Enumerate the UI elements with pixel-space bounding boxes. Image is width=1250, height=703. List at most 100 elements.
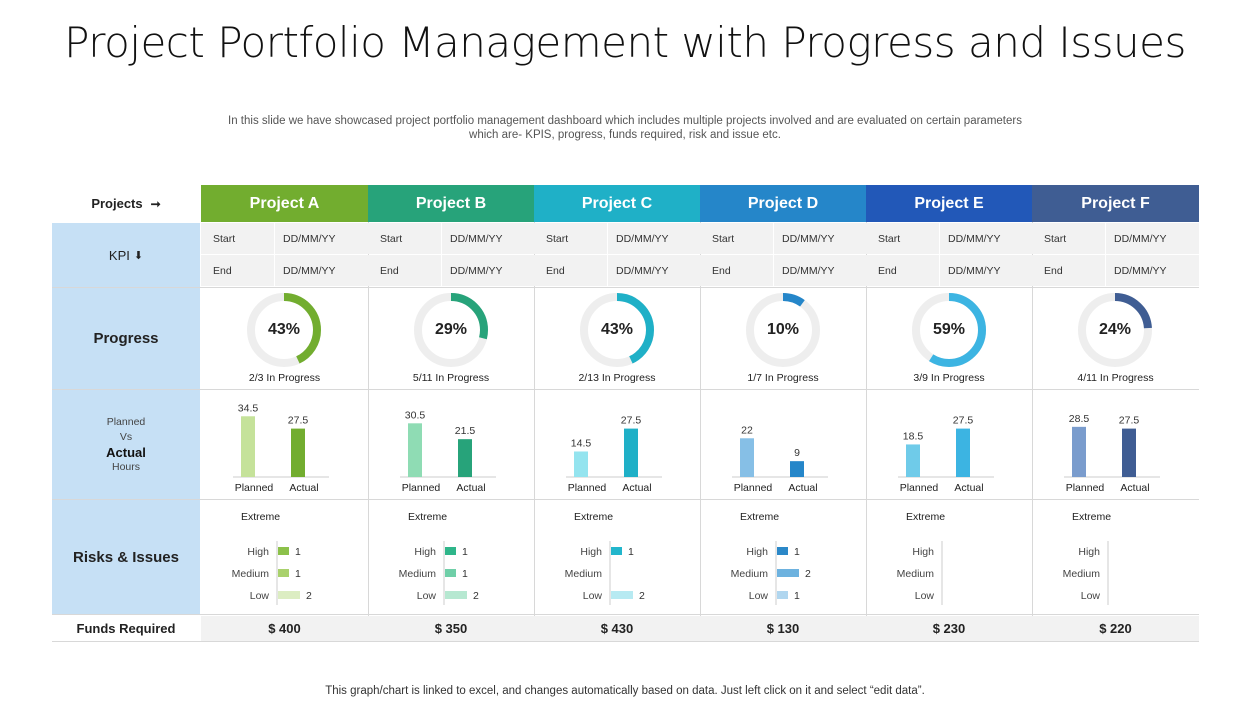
planned-actual-svg: 14.5 Planned 27.5 Actual <box>566 415 662 494</box>
risk-low-label: Low <box>749 590 769 602</box>
kpi-end-label: End <box>213 265 232 277</box>
progress-donut: 59% 3/9 In Progress <box>866 289 1032 389</box>
risk-medium-label: Medium <box>731 568 769 580</box>
planned-actual-svg: 28.5 Planned 27.5 Actual <box>1064 413 1160 494</box>
risk-high-label: High <box>247 546 269 558</box>
planned-axis-label: Planned <box>1066 482 1105 494</box>
progress-percent: 43% <box>600 321 634 338</box>
planned-value-label: 22 <box>741 424 753 436</box>
donut-progress-arc <box>746 293 820 367</box>
planned-bar <box>574 451 588 477</box>
progress-percent: 10% <box>766 321 800 338</box>
planned-vs-actual-row-label: Planned Vs Actual Hours <box>52 390 200 499</box>
column-divider <box>700 222 701 641</box>
kpi-end-date: DD/MM/YY <box>948 265 1001 277</box>
risk-low-label: Low <box>1081 590 1101 602</box>
donut-progress-arc <box>247 293 321 367</box>
kpi-start-date: DD/MM/YY <box>616 233 669 245</box>
progress-status: 2/13 In Progress <box>578 372 656 384</box>
funds-row-label: Funds Required <box>52 615 200 641</box>
risk-medium-label: Medium <box>565 568 603 580</box>
kpi-start-date: DD/MM/YY <box>450 233 503 245</box>
actual-axis-label: Actual <box>456 482 485 494</box>
risk-medium-label: Medium <box>897 568 935 580</box>
actual-value-label: 27.5 <box>1119 415 1140 427</box>
arrow-right-icon: ➞ <box>150 196 161 211</box>
risk-medium-bar <box>278 569 289 577</box>
actual-value-label: 27.5 <box>621 415 642 427</box>
risk-high-value: 1 <box>628 546 634 558</box>
risks-chart: Extreme High Medium Low <box>1032 501 1198 613</box>
planned-bar <box>906 444 920 477</box>
row-divider <box>52 641 1199 642</box>
kpi-cell-divider <box>1105 255 1106 286</box>
project-column: Project E Start DD/MM/YY End DD/MM/YY 59% 3/9 … <box>866 185 1033 641</box>
actual-axis-label: Actual <box>788 482 817 494</box>
actual-axis-label: Actual <box>1120 482 1149 494</box>
projects-row-label: Projects ➞ <box>52 185 200 222</box>
footnote: This graph/chart is linked to excel, and… <box>325 685 925 697</box>
kpi-end-label: End <box>878 265 897 277</box>
risk-low-bar <box>611 591 633 599</box>
risk-medium-value: 1 <box>295 568 301 580</box>
risk-extreme-label: Extreme <box>740 511 780 523</box>
funds-required-value: $ 230 <box>866 616 1032 641</box>
risk-extreme-label: Extreme <box>1072 511 1112 523</box>
row-divider <box>52 614 1199 615</box>
actual-label-text: Actual <box>106 444 146 460</box>
progress-donut-svg <box>912 293 986 367</box>
risk-extreme-label: Extreme <box>906 511 946 523</box>
planned-bar <box>408 423 422 477</box>
kpi-end-date: DD/MM/YY <box>782 265 835 277</box>
kpi-row-label: KPI ⬇ <box>52 223 200 287</box>
kpi-cell-divider <box>773 223 774 254</box>
project-header: Project F <box>1032 185 1199 222</box>
risks-chart: Extreme High Medium Low <box>866 501 1032 613</box>
progress-row-label: Progress <box>52 288 200 389</box>
page-subtitle: In this slide we have showcased project … <box>228 115 1022 141</box>
risks-chart: Extreme High 1 Medium Low 2 <box>534 501 700 613</box>
risk-low-label: Low <box>417 590 437 602</box>
kpi-start-label: Start <box>213 233 236 245</box>
progress-status: 3/9 In Progress <box>913 372 985 384</box>
kpi-start-row: Start DD/MM/YY <box>368 223 534 254</box>
page-title: Project Portfolio Management with Progre… <box>64 18 1186 67</box>
actual-axis-label: Actual <box>954 482 983 494</box>
project-header: Project D <box>700 185 866 222</box>
planned-label-text: Planned <box>106 415 146 428</box>
kpi-start-date: DD/MM/YY <box>1114 233 1167 245</box>
kpi-end-label: End <box>1044 265 1063 277</box>
project-header: Project A <box>201 185 368 222</box>
project-column: Project A Start DD/MM/YY End DD/MM/YY 43% 2/3 … <box>201 185 369 641</box>
actual-bar <box>790 461 804 477</box>
planned-bar <box>740 438 754 477</box>
funds-required-value: $ 430 <box>534 616 700 641</box>
risk-extreme-label: Extreme <box>241 511 281 523</box>
kpi-start-row: Start DD/MM/YY <box>700 223 866 254</box>
risk-high-bar <box>445 547 456 555</box>
hours-label-text: Hours <box>111 460 140 473</box>
kpi-start-row: Start DD/MM/YY <box>1032 223 1199 254</box>
projects-label-text: Projects <box>91 196 143 211</box>
kpi-end-date: DD/MM/YY <box>616 265 669 277</box>
progress-donut: 24% 4/11 In Progress <box>1032 289 1199 389</box>
actual-bar <box>458 439 472 477</box>
risk-high-label: High <box>912 546 934 558</box>
kpi-cell-divider <box>607 255 608 286</box>
kpi-start-date: DD/MM/YY <box>782 233 835 245</box>
row-divider <box>52 499 1199 500</box>
row-divider <box>52 287 1199 288</box>
planned-axis-label: Planned <box>402 482 441 494</box>
planned-value-label: 30.5 <box>405 409 426 421</box>
risks-svg: High 1 Medium Low 2 <box>565 541 645 605</box>
risk-high-label: High <box>580 546 602 558</box>
risk-high-value: 1 <box>462 546 468 558</box>
kpi-end-row: End DD/MM/YY <box>534 255 700 286</box>
risk-high-label: High <box>746 546 768 558</box>
risks-svg: High Medium Low <box>1063 541 1109 605</box>
kpi-end-row: End DD/MM/YY <box>866 255 1032 286</box>
funds-required-value: $ 220 <box>1032 616 1199 641</box>
risks-chart: Extreme High 1 Medium 1 Low 2 <box>368 501 534 613</box>
kpi-cell-divider <box>1105 223 1106 254</box>
kpi-cell-divider <box>939 255 940 286</box>
